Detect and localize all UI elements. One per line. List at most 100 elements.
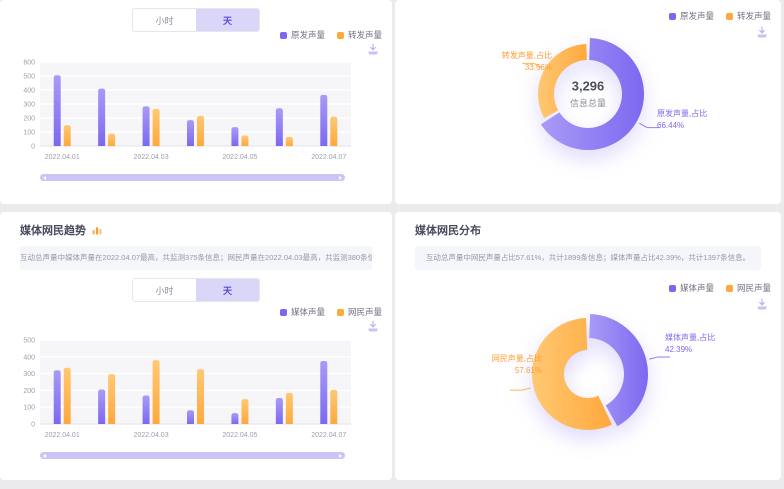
slice-label-pct: 66.44% xyxy=(657,121,685,130)
donut-chart-origin-repost[interactable] xyxy=(395,0,781,204)
bar-原发声量-2022.04.04[interactable] xyxy=(187,120,194,146)
bar-转发声量-2022.04.04[interactable] xyxy=(197,115,204,146)
panel-media-netizen-trend: 媒体网民趋势 互动总声量中媒体声量在2022.04.07最高，共监测375条信息… xyxy=(0,212,392,480)
toggle-hour[interactable]: 小时 xyxy=(133,279,196,301)
svg-text:500: 500 xyxy=(23,74,35,81)
bar-媒体声量-2022.04.07[interactable] xyxy=(320,361,328,424)
bar-转发声量-2022.04.07[interactable] xyxy=(330,116,338,146)
svg-text:200: 200 xyxy=(23,388,35,395)
slice-label-origin: 原发声量,占比 66.44% xyxy=(657,108,707,132)
time-granularity-toggle: 小时 天 xyxy=(132,278,260,302)
datazoom-slider[interactable] xyxy=(40,452,345,459)
chart-legend: 媒体声量 网民声量 xyxy=(668,282,771,294)
legend-marker xyxy=(336,308,344,316)
slice-label-text: 转发声量,占比 xyxy=(501,51,552,60)
panel-title-text: 媒体网民趋势 xyxy=(20,225,86,237)
bar-转发声量-2022.04.05[interactable] xyxy=(241,135,249,147)
panel-media-netizen-distribution: 媒体网民分布 互动总声量中网民声量占比57.61%，共计1899条信息；媒体声量… xyxy=(395,212,781,480)
legend-item-netizen[interactable]: 网民声量 xyxy=(725,282,771,294)
slice-label-text: 原发声量,占比 xyxy=(657,109,708,118)
export-icon[interactable] xyxy=(367,320,379,332)
slice-媒体声量[interactable] xyxy=(589,314,648,427)
datazoom-left-handle-icon[interactable] xyxy=(43,453,46,458)
legend-label: 转发声量 xyxy=(347,30,382,40)
legend-label: 媒体声量 xyxy=(290,307,325,317)
summary-text: 互动总声量中媒体声量在2022.04.07最高，共监测375条信息；网民声量在2… xyxy=(20,246,372,270)
slice-原发声量[interactable] xyxy=(540,38,644,150)
legend-marker xyxy=(668,284,676,292)
bar-网民声量-2022.04.01[interactable] xyxy=(63,367,71,424)
svg-text:0: 0 xyxy=(31,422,35,429)
svg-text:300: 300 xyxy=(23,102,35,109)
svg-text:200: 200 xyxy=(23,116,35,123)
bar-媒体声量-2022.04.06[interactable] xyxy=(275,397,283,424)
slice-网民声量[interactable] xyxy=(532,318,613,430)
bar-媒体声量-2022.04.01[interactable] xyxy=(53,370,61,424)
legend-item-repost[interactable]: 转发声量 xyxy=(336,29,382,41)
datazoom-left-handle-icon[interactable] xyxy=(43,175,46,180)
bar-原发声量-2022.04.01[interactable] xyxy=(53,75,61,146)
bar-原发声量-2022.04.06[interactable] xyxy=(275,108,283,146)
svg-text:2022.04.01: 2022.04.01 xyxy=(45,154,80,161)
panel-title-text: 媒体网民分布 xyxy=(415,225,481,237)
legend-item-media[interactable]: 媒体声量 xyxy=(668,282,714,294)
bar-chart-media-netizen[interactable]: 0 100 200 300 400 500 2022.04.01 2022.04.03 2022… xyxy=(10,334,355,452)
panel-title: 媒体网民趋势 xyxy=(20,222,103,238)
slice-label-repost: 转发声量,占比 33.56% xyxy=(502,50,552,74)
bar-网民声量-2022.04.05[interactable] xyxy=(241,399,249,424)
toggle-day[interactable]: 天 xyxy=(196,279,259,301)
slice-label-media: 媒体声量,占比 42.39% xyxy=(665,332,715,356)
chart-legend: 原发声量 转发声量 xyxy=(279,29,382,41)
legend-item-media[interactable]: 媒体声量 xyxy=(279,306,325,318)
bar-媒体声量-2022.04.05[interactable] xyxy=(231,413,239,424)
bar-媒体声量-2022.04.04[interactable] xyxy=(187,410,194,424)
bar-网民声量-2022.04.02[interactable] xyxy=(108,374,116,424)
bar-网民声量-2022.04.04[interactable] xyxy=(197,369,204,424)
legend-marker xyxy=(279,308,287,316)
bar-原发声量-2022.04.07[interactable] xyxy=(320,94,328,146)
bar-原发声量-2022.04.03[interactable] xyxy=(142,106,150,146)
slice-label-text: 网民声量,占比 xyxy=(491,354,542,363)
toggle-hour[interactable]: 小时 xyxy=(133,9,196,31)
toggle-day[interactable]: 天 xyxy=(196,9,259,31)
slice-转发声量[interactable] xyxy=(538,44,587,119)
legend-marker xyxy=(668,12,676,20)
bar-网民声量-2022.04.03[interactable] xyxy=(152,360,160,424)
bar-转发声量-2022.04.01[interactable] xyxy=(63,125,71,146)
donut-chart-media-netizen[interactable] xyxy=(395,212,781,480)
datazoom-right-handle-icon[interactable] xyxy=(339,453,342,458)
bar-原发声量-2022.04.05[interactable] xyxy=(231,127,239,146)
datazoom-slider[interactable] xyxy=(40,174,345,181)
bar-chart-origin-repost[interactable]: 0 100 200 300 400 500 600 2022.04.01 2022.04.03 2… xyxy=(10,56,355,174)
bar-原发声量-2022.04.02[interactable] xyxy=(98,88,106,146)
svg-text:0: 0 xyxy=(31,144,35,151)
legend-item-netizen[interactable]: 网民声量 xyxy=(336,306,382,318)
svg-text:400: 400 xyxy=(23,88,35,95)
export-icon[interactable] xyxy=(367,43,379,55)
slice-label-pct: 33.56% xyxy=(524,63,552,72)
bar-chart-icon xyxy=(92,227,102,235)
svg-text:2022.04.03: 2022.04.03 xyxy=(134,154,169,161)
legend-item-origin[interactable]: 原发声量 xyxy=(279,29,325,41)
bar-媒体声量-2022.04.03[interactable] xyxy=(142,395,150,424)
legend-item-repost[interactable]: 转发声量 xyxy=(725,10,771,22)
bar-媒体声量-2022.04.02[interactable] xyxy=(98,389,106,424)
bar-转发声量-2022.04.03[interactable] xyxy=(152,108,160,146)
svg-text:2022.04.01: 2022.04.01 xyxy=(45,432,80,439)
svg-text:100: 100 xyxy=(23,405,35,412)
bar-转发声量-2022.04.02[interactable] xyxy=(108,133,116,146)
export-icon[interactable] xyxy=(756,298,768,310)
bar-网民声量-2022.04.06[interactable] xyxy=(285,392,293,424)
bar-转发声量-2022.04.06[interactable] xyxy=(285,136,293,146)
panel-origin-repost-distribution: 原发声量 转发声量 3,296 信息总量 转发声量,占比 33.56% 原发声量… xyxy=(395,0,781,204)
summary-text: 互动总声量中网民声量占比57.61%，共计1899条信息；媒体声量占比42.39… xyxy=(415,246,761,270)
svg-text:2022.04.05: 2022.04.05 xyxy=(222,432,257,439)
bar-网民声量-2022.04.07[interactable] xyxy=(330,389,338,424)
export-icon[interactable] xyxy=(756,26,768,38)
svg-text:100: 100 xyxy=(23,130,35,137)
legend-item-origin[interactable]: 原发声量 xyxy=(668,10,714,22)
svg-text:500: 500 xyxy=(23,338,35,345)
svg-text:600: 600 xyxy=(23,60,35,67)
datazoom-right-handle-icon[interactable] xyxy=(339,175,342,180)
